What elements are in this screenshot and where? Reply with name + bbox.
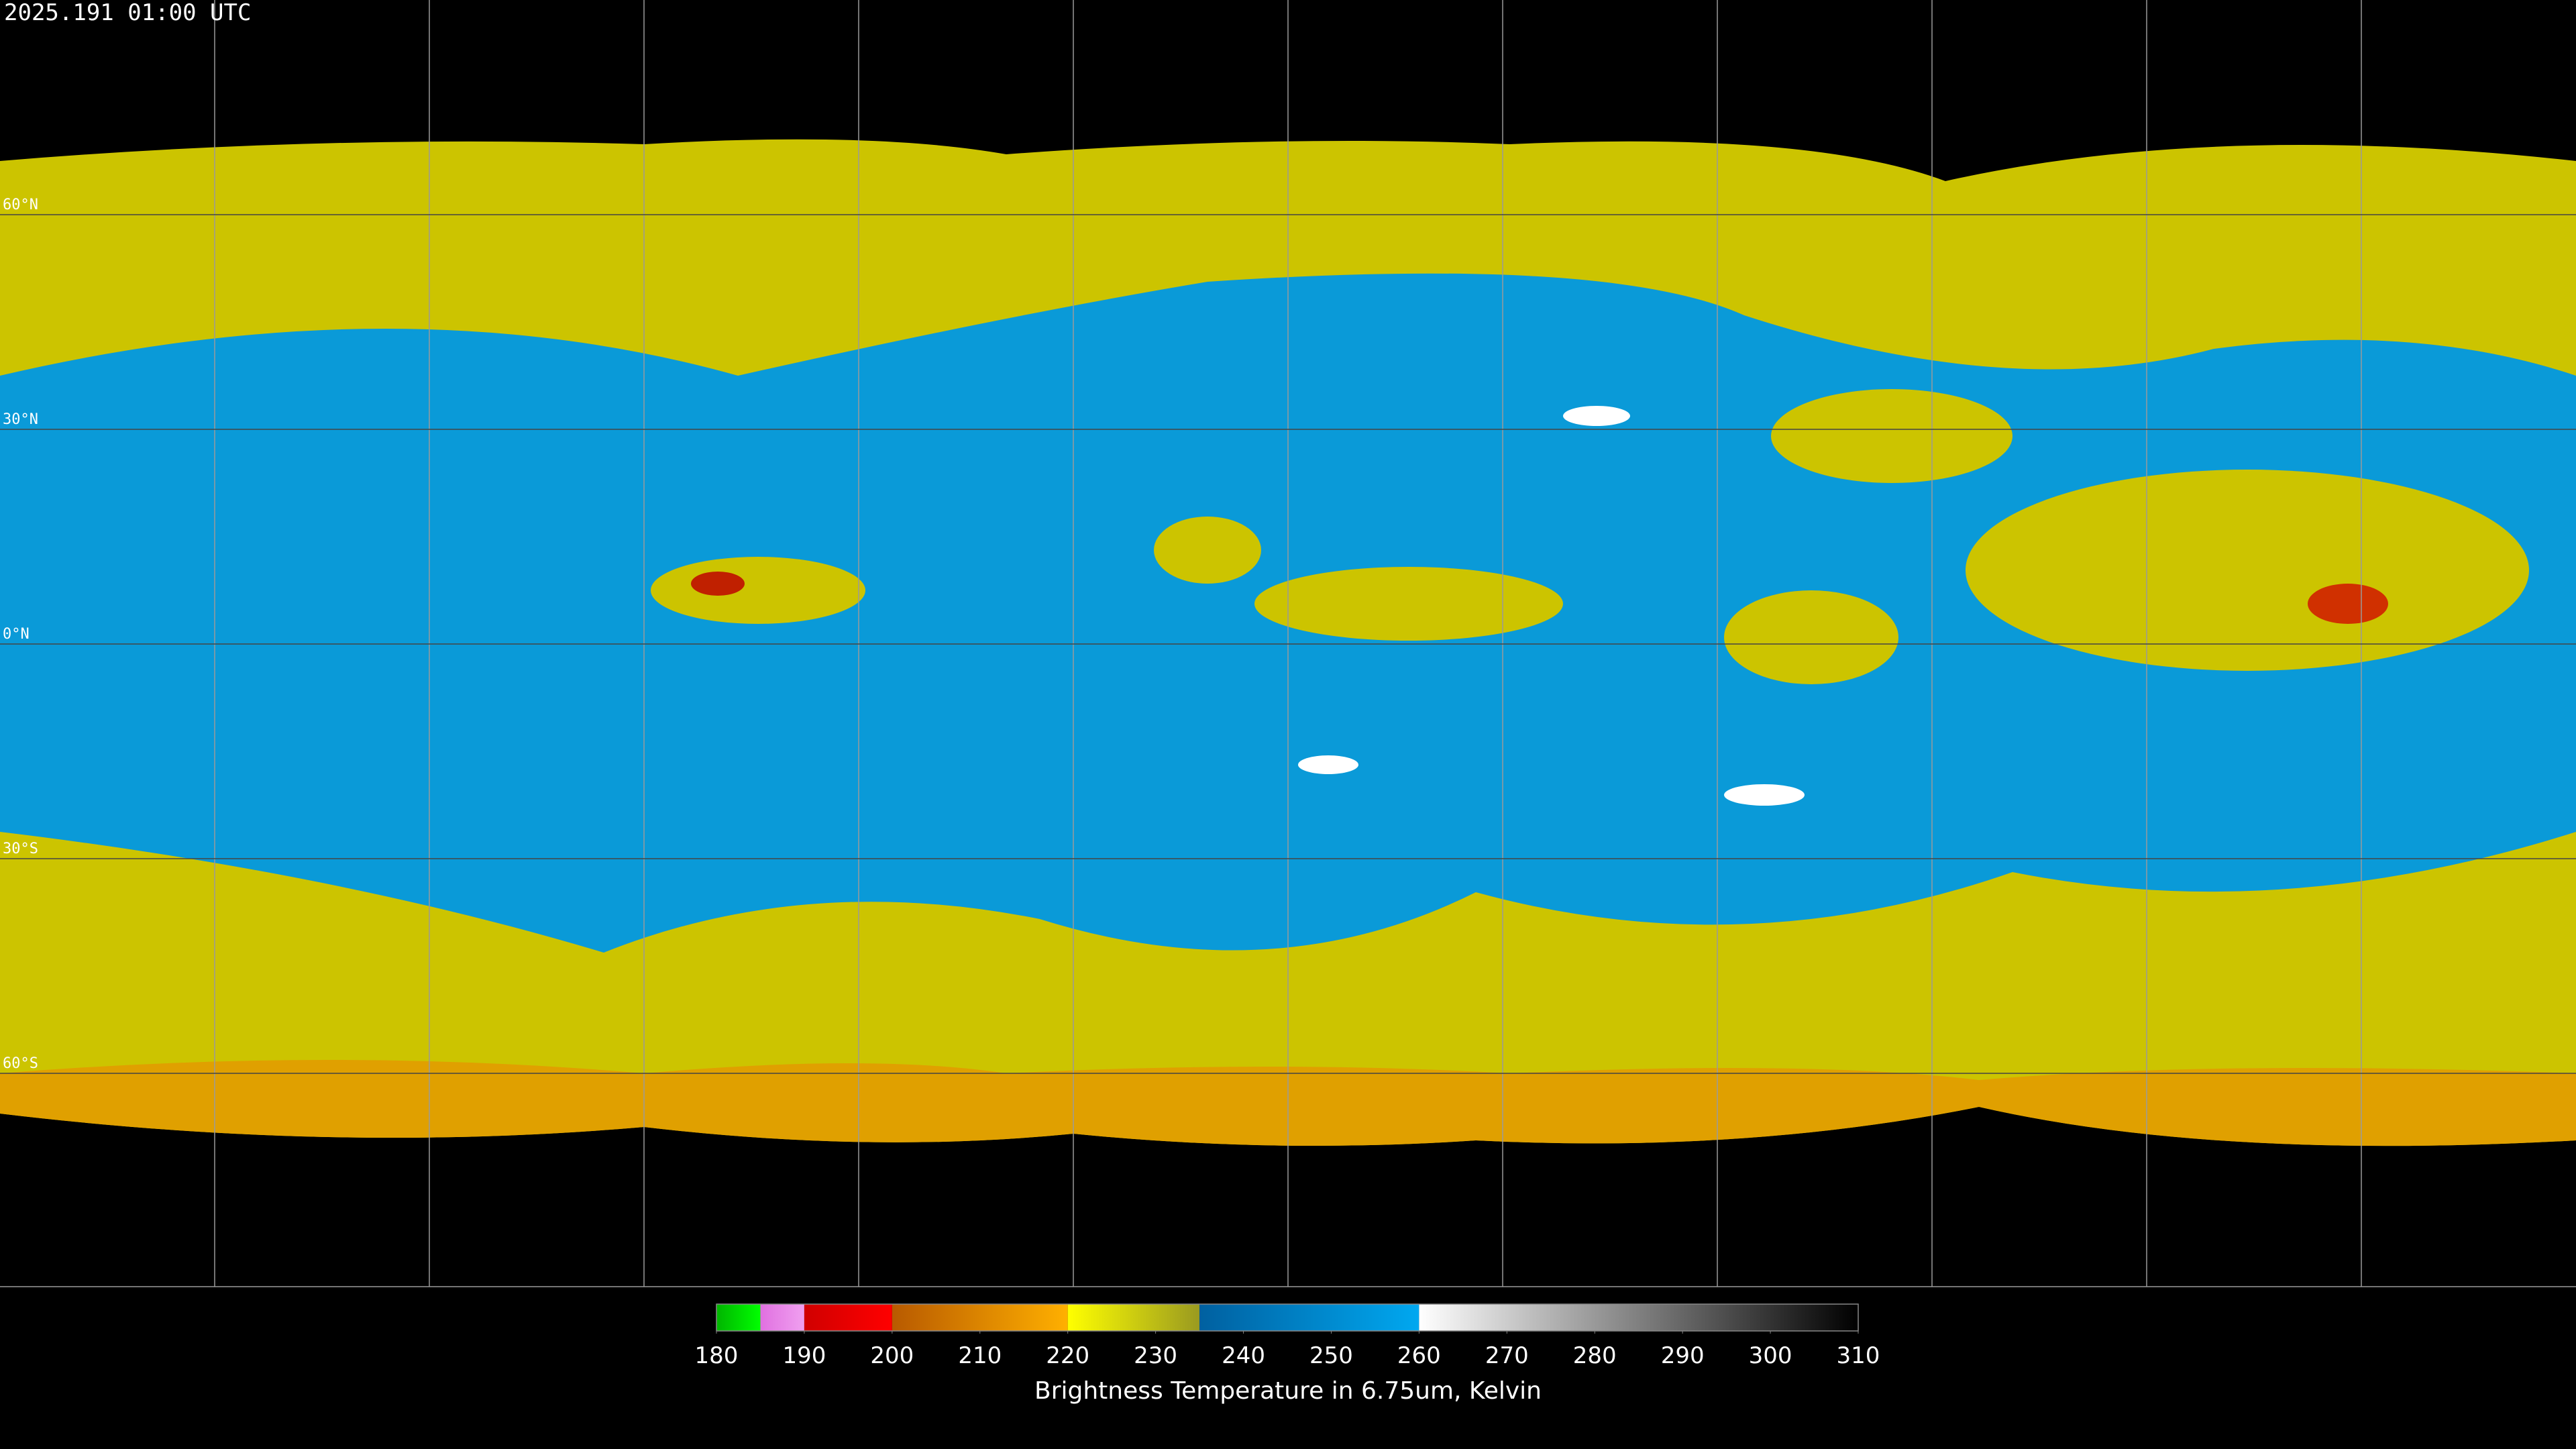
colorbar-segment (1067, 1304, 1200, 1331)
colorbar-tick-label: 210 (958, 1342, 1002, 1369)
colorbar-tick-label: 290 (1661, 1342, 1705, 1369)
colorbar-frame (716, 1303, 1859, 1332)
colorbar-tick-label: 300 (1749, 1342, 1792, 1369)
colorbar-segment (892, 1304, 1068, 1331)
cloud (1254, 567, 1563, 641)
colorbar-tick-label: 220 (1046, 1342, 1089, 1369)
storm (2308, 584, 2388, 624)
graticule: 60°N 30°N 0°N 30°S 60°S (0, 0, 2576, 1287)
cloud (1154, 517, 1261, 584)
latitude-label: 30°S (3, 841, 38, 857)
colorbar-tick-label: 190 (782, 1342, 826, 1369)
warm-spot (1563, 406, 1630, 426)
colorbar-tick-label: 270 (1485, 1342, 1529, 1369)
colorbar-tick-label: 280 (1573, 1342, 1617, 1369)
warm-spot (1724, 784, 1805, 806)
latitude-label: 60°N (3, 197, 38, 213)
colorbar-segment (716, 1304, 761, 1331)
colorbar-tick-label: 180 (695, 1342, 739, 1369)
colorbar-tick-label: 310 (1837, 1342, 1880, 1369)
colorbar-tick-label: 260 (1397, 1342, 1441, 1369)
colorbar-tick-label: 240 (1222, 1342, 1265, 1369)
colorbar-tick-label: 250 (1309, 1342, 1353, 1369)
cloud (1771, 389, 2012, 483)
colorbar-segment (1419, 1304, 1858, 1331)
colorbar-segment (804, 1304, 892, 1331)
latitude-label: 30°N (3, 411, 38, 428)
latitude-label: 60°S (3, 1055, 38, 1072)
timestamp: 2025.191 01:00 UTC (4, 0, 251, 26)
warm-spot (1298, 755, 1358, 774)
colorbar: 180 190 200 210 220 230 240 250 260 270 280 290 300 3… (695, 1303, 1880, 1369)
latitude-label: 0°N (3, 626, 30, 643)
storm (691, 572, 745, 596)
colorbar-segment (1199, 1304, 1419, 1331)
cloud (1724, 590, 1898, 684)
colorbar-segment (760, 1304, 804, 1331)
cloud (651, 557, 865, 624)
colorbar-label: Brightness Temperature in 6.75um, Kelvin (1034, 1377, 1542, 1405)
colorbar-tick-label: 230 (1134, 1342, 1177, 1369)
colorbar-tick-label: 200 (870, 1342, 914, 1369)
cloud (1966, 470, 2529, 671)
